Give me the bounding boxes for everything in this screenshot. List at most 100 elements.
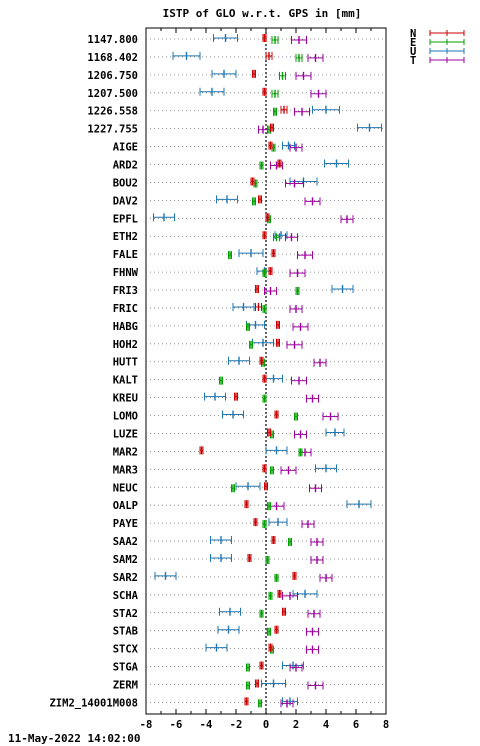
marker-e [249, 340, 253, 349]
marker-n [262, 34, 267, 42]
legend-label: U [410, 46, 416, 58]
marker-t [306, 627, 319, 636]
marker-n [265, 213, 270, 222]
marker-n [255, 302, 262, 311]
marker-n [262, 231, 267, 240]
marker-u [268, 518, 288, 527]
marker-n [255, 285, 259, 294]
marker-e [270, 466, 274, 475]
marker-e [228, 251, 232, 260]
marker-t [289, 304, 303, 313]
station-label: PAYE [113, 518, 138, 530]
marker-n [262, 374, 267, 383]
marker-u [199, 87, 225, 96]
marker-n [250, 177, 255, 186]
marker-e [274, 573, 279, 582]
marker-e [262, 394, 267, 403]
station-labels: 1147.800 1168.402 1206.750 1207.500 1226.558… [49, 34, 138, 709]
marker-t [270, 161, 283, 170]
marker-u [264, 374, 283, 383]
marker-t [306, 645, 319, 654]
marker-n [292, 571, 297, 580]
marker-n [274, 410, 279, 419]
station-label: FRIC [113, 303, 138, 315]
station-label: ARD2 [113, 160, 138, 172]
marker-t [310, 538, 324, 547]
station-label: KALT [113, 375, 138, 387]
marker-e [273, 233, 280, 242]
station-label: SAM2 [113, 554, 138, 566]
marker-e [268, 591, 273, 600]
marker-n [264, 482, 268, 491]
marker-t [264, 287, 277, 296]
marker-e [295, 287, 300, 296]
marker-n [252, 69, 256, 78]
legend-label: N [410, 28, 416, 40]
station-label: 1147.800 [87, 34, 138, 46]
marker-e [288, 538, 292, 547]
marker-e [246, 663, 250, 672]
marker-e [273, 107, 277, 116]
marker-u [219, 607, 241, 616]
station-label: 1227.755 [87, 124, 138, 136]
marker-u [211, 69, 237, 78]
marker-n [271, 249, 276, 258]
marker-e [295, 53, 303, 62]
marker-u [292, 589, 318, 598]
marker-u [235, 482, 261, 491]
marker-n [234, 392, 238, 401]
marker-t [310, 555, 324, 564]
marker-e [231, 484, 235, 493]
x-tick-label: -6 [170, 719, 183, 731]
marker-e [258, 699, 262, 708]
timestamp-footer: 11-May-2022 14:02:00 [8, 732, 140, 745]
marker-e [262, 304, 267, 313]
marker-t [289, 269, 306, 278]
marker-u [153, 213, 175, 222]
marker-e [219, 376, 223, 385]
marker-n [259, 356, 264, 365]
marker-t [285, 233, 298, 242]
marker-e [279, 71, 286, 80]
marker-u [346, 500, 372, 509]
marker-t [307, 53, 324, 62]
marker-t [289, 663, 303, 672]
marker-u [213, 34, 238, 42]
marker-t [294, 107, 310, 116]
marker-e [271, 36, 279, 44]
marker-u [252, 338, 274, 347]
marker-u [217, 625, 240, 634]
marker-t [280, 699, 294, 708]
marker-t [295, 71, 312, 80]
legend-item-u: U [410, 46, 465, 58]
station-label: LUZE [113, 428, 138, 440]
marker-e [246, 322, 250, 331]
chart-title: ISTP of GLO w.r.t. GPS in [mm] [163, 7, 362, 20]
station-label: HOH2 [113, 339, 138, 351]
station-label: 1168.402 [87, 52, 138, 64]
legend-item-t: T [410, 55, 465, 67]
marker-n [280, 105, 288, 114]
marker-u [222, 410, 244, 419]
station-label: STAB [113, 626, 138, 638]
marker-t [291, 36, 307, 44]
station-label: OALP [113, 500, 138, 512]
marker-t [289, 143, 303, 152]
marker-u [172, 51, 201, 60]
grid-layer [146, 38, 386, 703]
station-label: HUTT [113, 357, 138, 369]
marker-t [291, 376, 307, 385]
marker-n [265, 51, 273, 60]
x-tick-label: 0 [263, 719, 269, 731]
marker-u [282, 661, 304, 670]
marker-u [261, 679, 286, 688]
marker-t [309, 484, 322, 493]
marker-u [232, 302, 255, 311]
marker-t [310, 89, 327, 98]
marker-n [262, 464, 267, 473]
marker-t [304, 197, 321, 206]
marker-n [267, 428, 271, 437]
x-tick-label: 8 [383, 719, 389, 731]
station-label: FALE [113, 249, 138, 261]
station-label: FRI3 [113, 285, 138, 297]
